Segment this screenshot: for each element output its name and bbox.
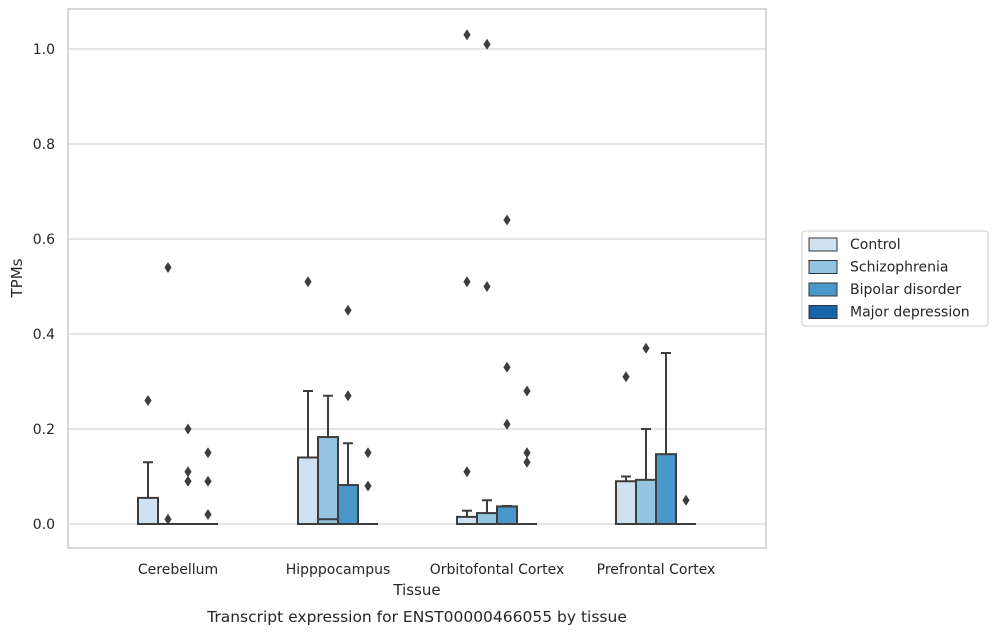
y-tick-label: 0.8 (33, 137, 55, 153)
legend-label: Schizophrenia (850, 260, 948, 276)
outlier-point (483, 281, 491, 292)
outlier-point (304, 276, 312, 288)
box (496, 505, 518, 525)
y-tick-label: 0.6 (33, 232, 55, 248)
y-tick-label: 0.4 (33, 327, 55, 343)
plot-frame (67, 8, 767, 549)
outlier-point (364, 447, 372, 459)
box (655, 453, 677, 525)
outlier-point (463, 466, 471, 478)
box-group (158, 262, 178, 525)
x-axis-ticks: Cerebellum Hipppocampus Orbitofontal Corte… (138, 562, 715, 578)
outlier-point (503, 214, 511, 226)
y-axis-label: TPMs (8, 258, 26, 298)
outlier-point (204, 509, 212, 520)
box-group (358, 447, 378, 525)
x-axis-label: Tissue (392, 581, 440, 599)
box-group (476, 38, 498, 526)
box (297, 456, 319, 525)
outlier-point (503, 418, 511, 430)
legend-swatch (808, 305, 838, 319)
grid-lines (68, 48, 766, 525)
y-tick-label: 0.0 (33, 517, 55, 533)
x-tick-label: Hipppocampus (286, 562, 391, 578)
legend-label: Control (850, 237, 901, 253)
outlier-point (463, 276, 471, 288)
outlier-point (523, 456, 531, 468)
box-group (615, 371, 637, 525)
chart-caption: Transcript expression for ENST0000046605… (206, 608, 627, 626)
x-tick-label: Cerebellum (138, 562, 218, 578)
x-tick-label: Prefrontal Cortex (597, 562, 716, 578)
box-group (137, 395, 159, 525)
legend-swatch (808, 282, 838, 297)
outlier-point (483, 38, 491, 50)
box-group (337, 304, 359, 525)
legend: Control Schizophrenia Bipolar disorder Majo… (801, 230, 989, 327)
box (137, 496, 159, 525)
box-group (635, 342, 657, 526)
outlier-point (622, 371, 630, 383)
box (337, 484, 359, 525)
box-group (517, 385, 537, 525)
box (476, 512, 498, 526)
outlier-point (503, 361, 511, 373)
box-group (178, 423, 198, 525)
box-group (676, 494, 696, 525)
outlier-point (523, 385, 531, 397)
box-marks (137, 29, 696, 526)
y-tick-label: 0.2 (33, 422, 55, 438)
box-group (297, 276, 319, 525)
box-group (655, 352, 677, 525)
outlier-point (184, 423, 192, 435)
legend-swatch (808, 237, 838, 252)
legend-label: Major depression (850, 305, 970, 321)
outlier-point (204, 475, 212, 487)
outlier-point (184, 466, 192, 478)
box-group (456, 29, 478, 525)
outlier-point (164, 513, 172, 525)
box-group (198, 447, 218, 525)
box-group (317, 394, 339, 526)
outlier-point (364, 480, 372, 492)
box (615, 480, 637, 525)
outlier-point (344, 304, 352, 316)
y-tick-label: 1.0 (33, 42, 55, 58)
outlier-point (463, 29, 471, 41)
box (635, 478, 657, 526)
x-tick-label: Orbitofontal Cortex (430, 562, 565, 578)
outlier-point (523, 447, 531, 459)
y-axis-ticks: 0.0 0.2 0.4 0.6 0.8 1.0 (33, 42, 55, 533)
outlier-point (682, 494, 690, 506)
box-group (496, 214, 518, 525)
outlier-point (642, 342, 650, 354)
outlier-point (164, 262, 172, 273)
outlier-point (344, 390, 352, 402)
outlier-point (184, 475, 192, 487)
legend-label: Bipolar disorder (850, 282, 961, 298)
outlier-point (144, 395, 152, 406)
outlier-point (204, 447, 212, 459)
box (317, 436, 339, 526)
legend-frame (801, 230, 989, 327)
box (456, 515, 478, 525)
legend-swatch (808, 260, 838, 274)
